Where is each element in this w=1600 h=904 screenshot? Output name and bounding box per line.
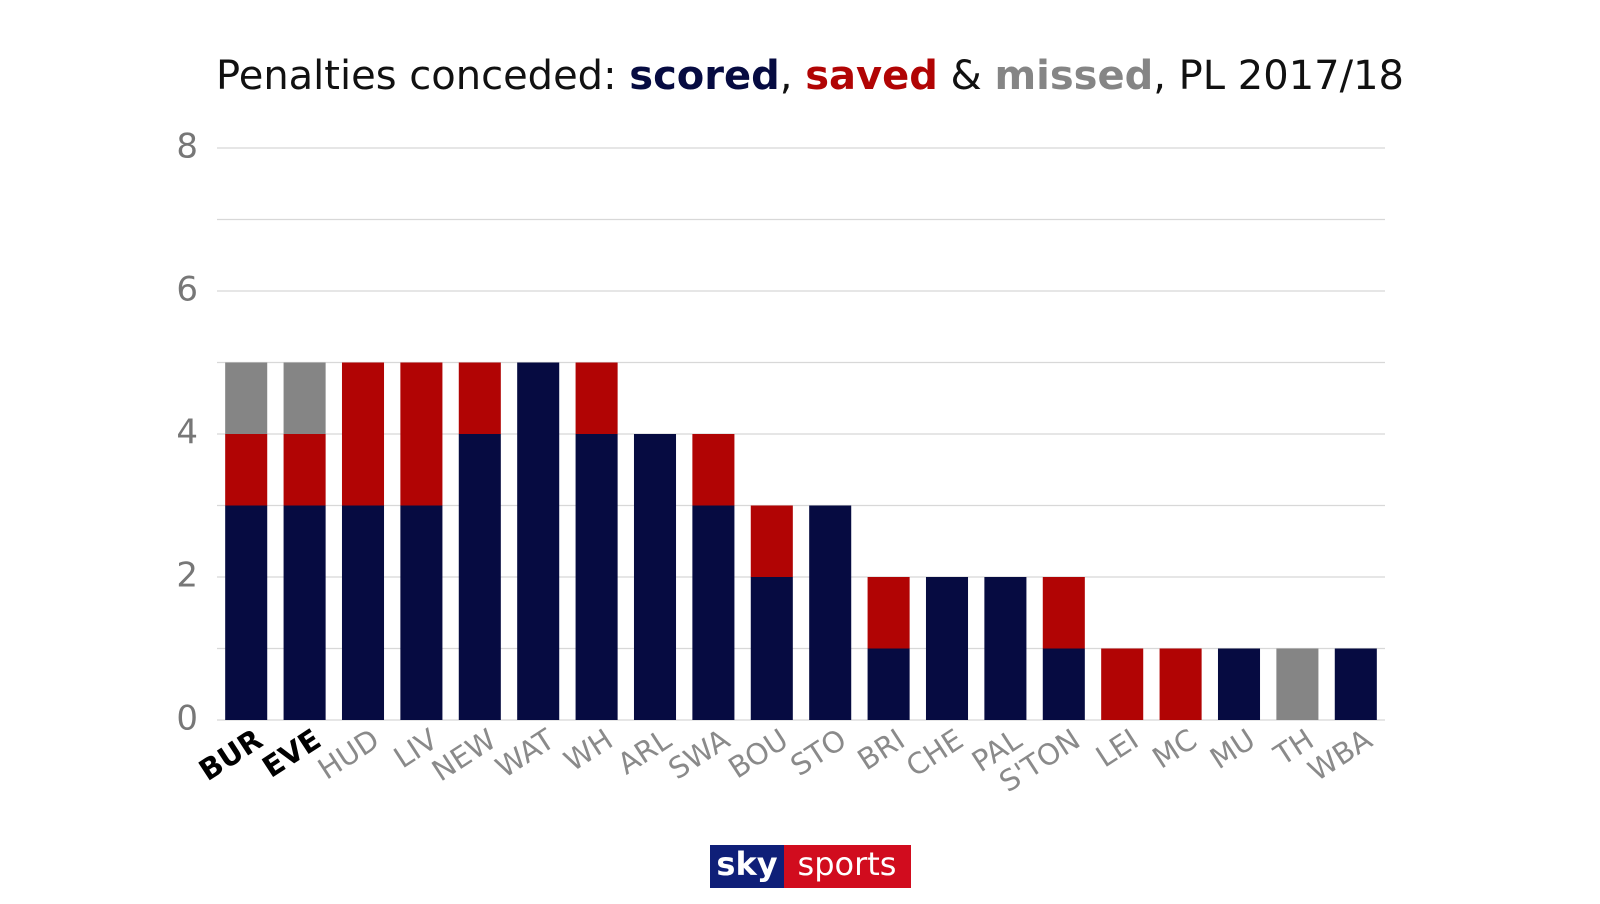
bar-segment bbox=[1217, 648, 1261, 720]
x-tick-label: CHE bbox=[900, 722, 969, 783]
y-tick-label: 2 bbox=[176, 556, 198, 596]
bar-segment bbox=[517, 362, 560, 720]
y-tick-label: 0 bbox=[176, 699, 198, 739]
bar-segment bbox=[692, 505, 735, 720]
bar-segment bbox=[400, 362, 443, 506]
bar-segment bbox=[283, 362, 326, 434]
x-tick-label: WBA bbox=[1302, 722, 1378, 788]
title-part: , bbox=[780, 53, 805, 99]
bar-segment bbox=[1042, 577, 1085, 649]
title-part: , PL 2017/18 bbox=[1153, 53, 1404, 99]
bar-segment bbox=[633, 434, 677, 720]
legend-entry: missed bbox=[994, 53, 1153, 99]
logo-left: sky bbox=[716, 845, 777, 883]
bar-segment bbox=[458, 434, 501, 720]
bar-segment bbox=[341, 505, 385, 720]
bar-segment bbox=[867, 577, 910, 649]
bar-segment bbox=[225, 505, 268, 720]
x-tick-label: HUD bbox=[312, 722, 385, 786]
x-tick-label: WAT bbox=[490, 722, 561, 785]
logo-left-box bbox=[710, 845, 784, 888]
bar-segment bbox=[750, 505, 793, 577]
bar-segment bbox=[225, 434, 268, 506]
bar-segment bbox=[925, 577, 969, 720]
bar-segment bbox=[283, 505, 326, 720]
logo-right-box bbox=[784, 845, 911, 888]
bar-segment bbox=[692, 434, 735, 506]
title-part: & bbox=[938, 53, 995, 99]
bar-segment bbox=[341, 362, 385, 506]
x-tick-label: EVE bbox=[256, 722, 327, 784]
bar-segment bbox=[984, 577, 1027, 720]
bar-segment bbox=[283, 434, 326, 506]
y-tick-label: 6 bbox=[176, 270, 198, 310]
bar-segment bbox=[809, 505, 852, 720]
bar-segment bbox=[1101, 648, 1144, 720]
bar-segment bbox=[867, 648, 910, 720]
legend-entry: saved bbox=[805, 53, 938, 99]
chart-title: Penalties conceded: scored, saved & miss… bbox=[216, 53, 1404, 99]
x-tick-label: STO bbox=[784, 722, 852, 783]
x-tick-label: ARL bbox=[612, 722, 678, 781]
bar-segment bbox=[225, 362, 268, 434]
y-tick-label: 4 bbox=[176, 413, 198, 453]
bar-segment bbox=[1159, 648, 1202, 720]
logo-right: sports bbox=[798, 845, 897, 883]
title-part: Penalties conceded: bbox=[216, 53, 629, 99]
x-tick-label: BOU bbox=[722, 722, 794, 785]
x-tick-label: LEI bbox=[1090, 722, 1145, 774]
bar-segment bbox=[400, 505, 443, 720]
y-tick-label: 8 bbox=[176, 127, 198, 167]
x-tick-label: MU bbox=[1204, 722, 1261, 776]
bar-segment bbox=[575, 362, 618, 434]
bar-segment bbox=[1276, 648, 1319, 720]
bar-segment bbox=[1042, 648, 1085, 720]
x-tick-label: MC bbox=[1146, 722, 1202, 775]
x-tick-label: WH bbox=[558, 722, 619, 778]
x-tick-label: BRI bbox=[851, 722, 910, 777]
legend-entry: scored bbox=[629, 53, 780, 99]
bar-segment bbox=[750, 577, 793, 720]
bar-segment bbox=[1334, 648, 1377, 720]
bar-segment bbox=[458, 362, 501, 434]
bar-segment bbox=[575, 434, 618, 720]
